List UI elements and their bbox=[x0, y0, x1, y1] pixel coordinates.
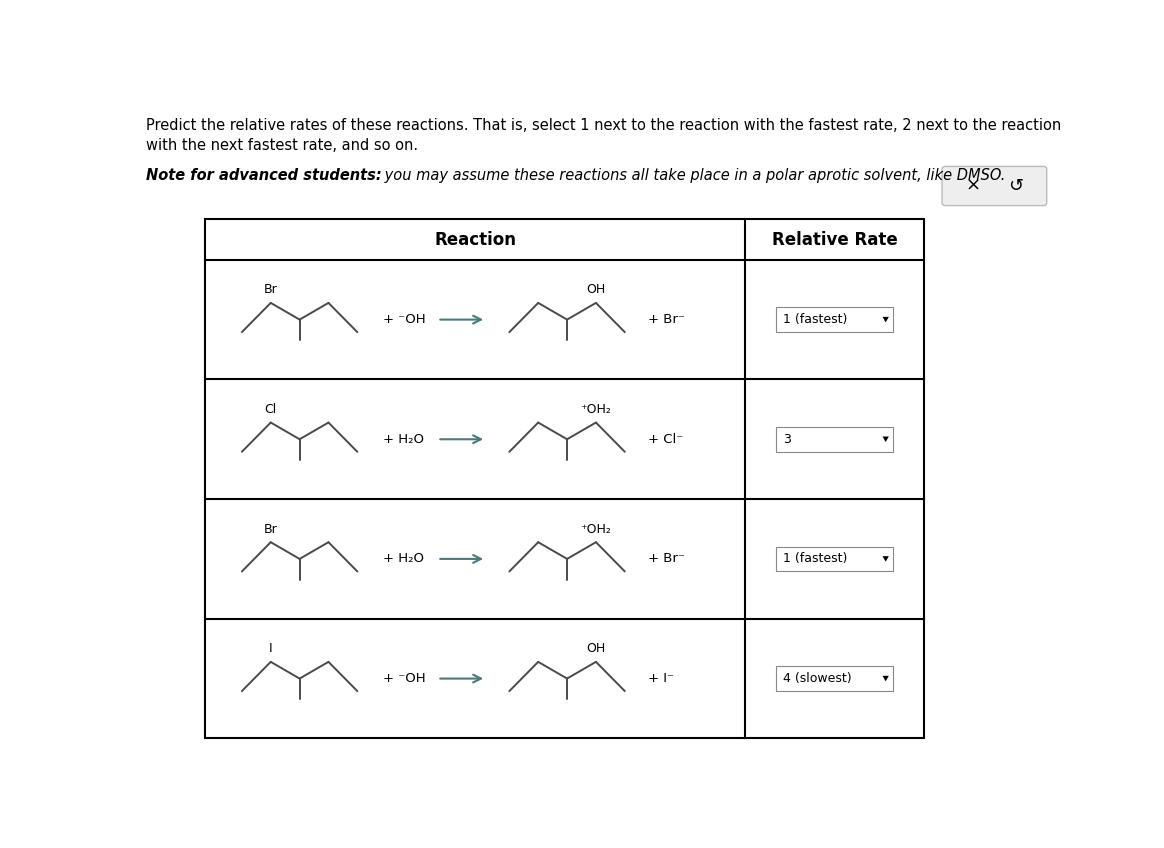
Text: OH: OH bbox=[587, 642, 605, 656]
FancyBboxPatch shape bbox=[942, 166, 1046, 205]
Polygon shape bbox=[882, 317, 889, 322]
Text: 1 (fastest): 1 (fastest) bbox=[783, 552, 847, 566]
Text: Br: Br bbox=[264, 522, 277, 536]
Text: ⁺OH₂: ⁺OH₂ bbox=[581, 522, 611, 536]
FancyBboxPatch shape bbox=[776, 667, 893, 691]
Text: Note for advanced students:: Note for advanced students: bbox=[146, 169, 382, 183]
Polygon shape bbox=[882, 676, 889, 681]
Text: + Br⁻: + Br⁻ bbox=[648, 313, 684, 326]
Text: Relative Rate: Relative Rate bbox=[772, 231, 897, 248]
FancyBboxPatch shape bbox=[776, 307, 893, 332]
Polygon shape bbox=[882, 437, 889, 442]
Text: you may assume these reactions all take place in a polar aprotic solvent, like D: you may assume these reactions all take … bbox=[379, 169, 1006, 183]
Text: + H₂O: + H₂O bbox=[383, 552, 425, 566]
Text: ↺: ↺ bbox=[1008, 177, 1023, 195]
Text: + Cl⁻: + Cl⁻ bbox=[648, 432, 683, 446]
Text: + ⁻OH: + ⁻OH bbox=[383, 672, 426, 685]
Text: Predict the relative rates of these reactions. That is, select 1 next to the rea: Predict the relative rates of these reac… bbox=[146, 118, 1060, 133]
Text: + ⁻OH: + ⁻OH bbox=[383, 313, 426, 326]
Text: Reaction: Reaction bbox=[434, 231, 516, 248]
Text: + I⁻: + I⁻ bbox=[648, 672, 674, 685]
Text: 4 (slowest): 4 (slowest) bbox=[783, 672, 852, 685]
Text: ×: × bbox=[965, 177, 980, 195]
Text: Br: Br bbox=[264, 283, 277, 296]
Text: 1 (fastest): 1 (fastest) bbox=[783, 313, 847, 326]
Text: + H₂O: + H₂O bbox=[383, 432, 425, 446]
FancyBboxPatch shape bbox=[776, 546, 893, 572]
Bar bbox=[205, 220, 924, 739]
Text: with the next fastest rate, and so on.: with the next fastest rate, and so on. bbox=[146, 137, 418, 153]
Text: ⁺OH₂: ⁺OH₂ bbox=[581, 403, 611, 416]
Text: I: I bbox=[269, 642, 272, 656]
Text: Cl: Cl bbox=[264, 403, 277, 416]
Polygon shape bbox=[882, 556, 889, 561]
Text: + Br⁻: + Br⁻ bbox=[648, 552, 684, 566]
FancyBboxPatch shape bbox=[776, 427, 893, 452]
Text: 3: 3 bbox=[783, 432, 792, 446]
Text: OH: OH bbox=[587, 283, 605, 296]
